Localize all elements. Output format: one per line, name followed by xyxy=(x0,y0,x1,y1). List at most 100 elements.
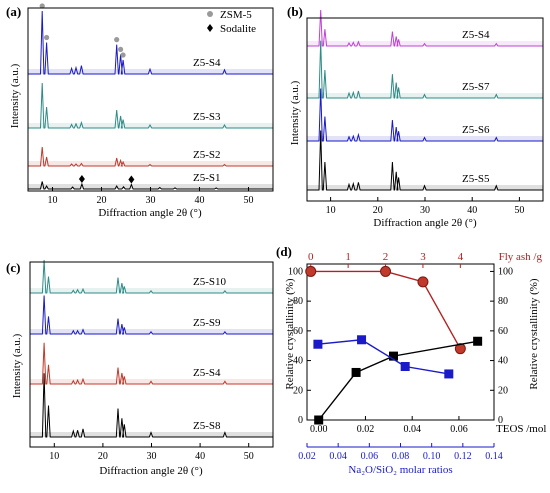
teos-tick-label: 0.04 xyxy=(403,424,421,435)
y-tick-label-left: 40 xyxy=(293,356,303,367)
zsm5-peak-marker xyxy=(118,46,124,53)
fly-ash-tick-label: 3 xyxy=(420,251,426,263)
panel-a-xlabel: Diffraction angle 2θ (°) xyxy=(98,207,202,219)
panel-c-xlabel: Diffraction angle 2θ (°) xyxy=(99,465,203,477)
series-label-z5-s2: Z5-S2 xyxy=(193,149,221,161)
x-tick-label: 20 xyxy=(97,195,107,206)
x-tick-label: 20 xyxy=(373,205,383,216)
teos-tick-label: 0.00 xyxy=(310,424,328,435)
x-tick-label: 30 xyxy=(146,195,156,206)
y-tick-label-right: 40 xyxy=(498,356,508,367)
y-tick-label-left: 100 xyxy=(288,266,303,277)
panel-b-label: (b) xyxy=(287,4,303,19)
panel-b: (b) Intensity (a.u.) Z5-S4 Z5-S7 Z5-S6 Z5-S… xyxy=(287,4,544,229)
x-tick-label: 30 xyxy=(147,451,157,462)
y-tick-label-left: 60 xyxy=(293,326,303,337)
series-line-na2o xyxy=(317,339,449,375)
x-tick-label: 10 xyxy=(326,205,336,216)
series-label-z5-s1: Z5-S1 xyxy=(193,172,221,184)
point-fly_ash xyxy=(380,265,392,277)
point-teos xyxy=(351,367,361,377)
trace-z5-s1 xyxy=(28,181,273,190)
trace-z5-s4 xyxy=(28,10,273,75)
point-na2o xyxy=(400,362,410,372)
na2o-tick-label: 0.06 xyxy=(361,451,379,462)
zsm5-peak-marker xyxy=(39,3,45,9)
series-label-z5-s7: Z5-S7 xyxy=(462,81,490,93)
fly-ash-tick-label: 1 xyxy=(345,251,351,263)
trace-z5-s8 xyxy=(30,373,273,438)
panel-a-ylabel: Intensity (a.u.) xyxy=(9,63,21,128)
na2o-tick-label: 0.02 xyxy=(298,451,316,462)
point-teos xyxy=(388,351,398,361)
series-label-z5-s8: Z5-S8 xyxy=(193,420,221,432)
point-teos xyxy=(314,415,324,425)
panel-a-label: (a) xyxy=(6,4,21,19)
teos-axis-label: TEOS /mol xyxy=(496,423,546,435)
panel-c: (c) Intensity (a.u.) Z5-S10 Z5-S9 Z5-S4 Z5-… xyxy=(6,259,274,477)
trace-band-z5-s9 xyxy=(30,329,273,334)
panel-b-xlabel: Diffraction angle 2θ (°) xyxy=(373,217,477,229)
legend-diamond-icon xyxy=(207,24,213,32)
series-line-teos xyxy=(318,340,478,421)
y-tick-label-right: 60 xyxy=(498,326,508,337)
panel-d-ylabel-right: Relative crystallinity (%) xyxy=(528,278,540,390)
panel-d-frame xyxy=(306,263,495,421)
y-tick-label-left: 80 xyxy=(293,296,303,307)
panel-d: (d) Relative crystallinity (%) Relative … xyxy=(276,244,546,476)
trace-z5-s5 xyxy=(307,130,543,191)
teos-tick-label: 0.06 xyxy=(450,424,468,435)
x-tick-label: 20 xyxy=(98,451,108,462)
na2o-tick-label: 0.08 xyxy=(392,451,410,462)
x-tick-label: 40 xyxy=(467,205,477,216)
trace-z5-s7 xyxy=(307,40,543,99)
panel-d-ylabel-left: Relative crystallinity (%) xyxy=(284,278,296,390)
series-label-z5-s9: Z5-S9 xyxy=(193,317,221,329)
y-tick-label-right: 100 xyxy=(498,266,513,277)
point-na2o xyxy=(357,335,367,345)
series-line-fly_ash xyxy=(310,270,461,350)
series-label-z5-s3: Z5-S3 xyxy=(193,111,221,123)
zsm5-peak-marker xyxy=(120,52,126,58)
x-tick-label: 50 xyxy=(514,205,524,216)
y-tick-label-left: 0 xyxy=(298,415,303,426)
panel-d-label: (d) xyxy=(276,244,292,259)
na2o-tick-label: 0.04 xyxy=(329,451,347,462)
series-label-z5-s4: Z5-S4 xyxy=(462,29,490,41)
trace-band-z5-s2 xyxy=(28,161,273,166)
point-na2o xyxy=(313,339,323,349)
trace-z5-s9 xyxy=(30,295,273,335)
panel-c-ylabel: Intensity (a.u.) xyxy=(11,333,23,398)
point-fly_ash xyxy=(417,276,429,288)
trace-band-z5-s10 xyxy=(30,288,273,293)
fly-ash-tick-label: 4 xyxy=(458,251,464,263)
na2o-axis-label: Na₂O/SiO₂ molar ratios xyxy=(348,464,452,476)
series-label-z5-s6: Z5-S6 xyxy=(462,124,490,136)
x-tick-label: 10 xyxy=(48,195,58,206)
x-tick-label: 40 xyxy=(195,451,205,462)
legend-circle-icon xyxy=(207,11,213,17)
point-teos xyxy=(473,336,483,346)
series-label-z5-s4: Z5-S4 xyxy=(193,367,221,379)
sodalite-peak-marker xyxy=(78,175,85,183)
x-tick-label: 40 xyxy=(195,195,205,206)
trace-z5-s4 xyxy=(30,342,273,385)
legend-label: Sodalite xyxy=(220,23,256,35)
x-tick-label: 30 xyxy=(420,205,430,216)
series-label-z5-s5: Z5-S5 xyxy=(462,173,490,185)
panel-a: (a) Intensity (a.u.) Z5-S4 Z5-S3 Z5-S2 Z5-S… xyxy=(6,3,274,219)
trace-z5-s2 xyxy=(28,146,273,167)
x-tick-label: 50 xyxy=(244,195,254,206)
x-tick-label: 10 xyxy=(49,451,59,462)
fly-ash-axis-label: Fly ash /g xyxy=(499,251,543,263)
series-label-z5-s4: Z5-S4 xyxy=(193,57,221,69)
trace-z5-s6 xyxy=(307,88,543,142)
na2o-tick-label: 0.12 xyxy=(454,451,472,462)
series-label-z5-s10: Z5-S10 xyxy=(193,276,227,288)
trace-band-z5-s1 xyxy=(28,184,273,189)
panel-b-ylabel: Intensity (a.u.) xyxy=(289,80,301,145)
y-tick-label-right: 80 xyxy=(498,296,508,307)
trace-z5-s3 xyxy=(28,82,273,129)
fly-ash-tick-label: 2 xyxy=(383,251,389,263)
